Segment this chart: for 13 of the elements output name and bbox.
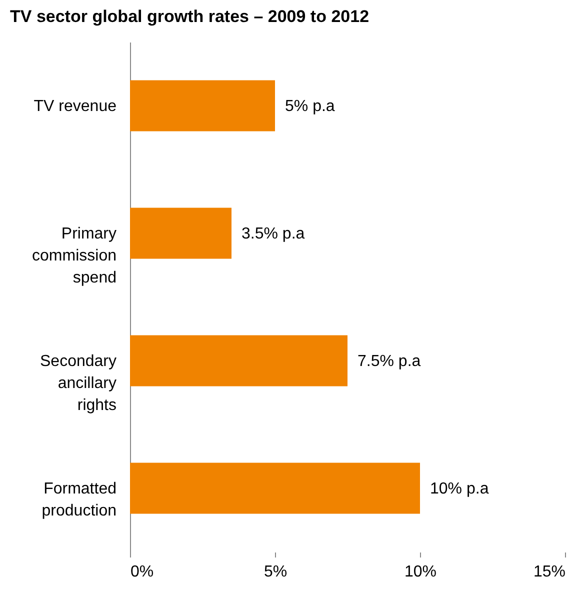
- x-tick-label: 10%: [404, 564, 437, 580]
- chart-title: TV sector global growth rates – 2009 to 2012: [10, 7, 370, 26]
- data-label: 5% p.a: [285, 98, 335, 115]
- data-label: 7.5% p.a: [358, 352, 421, 370]
- x-tick-label: 0%: [130, 564, 154, 580]
- y-tick-label: Secondary ancillary rights: [40, 352, 116, 414]
- y-tick-label: Formatted production: [42, 480, 116, 520]
- y-tick-label: TV revenue: [34, 98, 117, 115]
- data-label: 10% p.a: [430, 480, 489, 498]
- data-label: 3.5% p.a: [242, 225, 305, 242]
- x-tick-label: 5%: [264, 564, 288, 580]
- y-tick-label: Primary commission spend: [32, 225, 116, 286]
- x-tick-label: 15%: [533, 564, 566, 580]
